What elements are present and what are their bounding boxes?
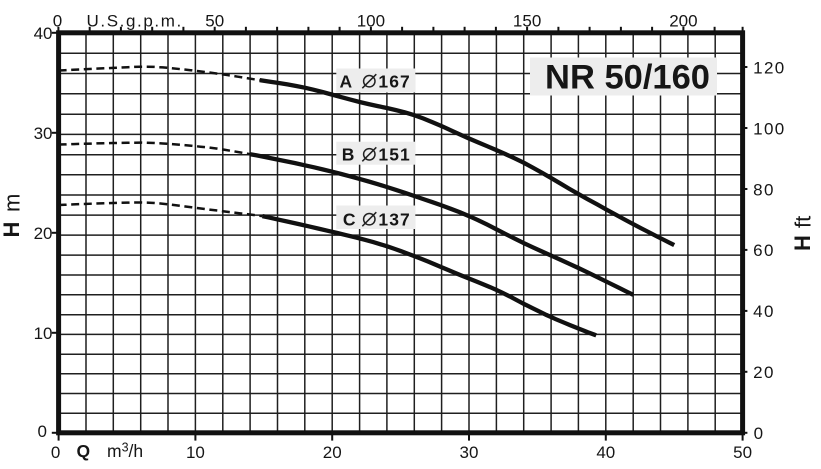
svg-text:40: 40 bbox=[34, 24, 53, 43]
svg-text:A: A bbox=[340, 71, 353, 91]
svg-text:NR 50/160: NR 50/160 bbox=[545, 59, 710, 97]
svg-text:m: m bbox=[0, 194, 25, 212]
svg-text:100: 100 bbox=[753, 119, 786, 138]
svg-text:B: B bbox=[342, 145, 355, 165]
svg-text:30: 30 bbox=[460, 443, 479, 462]
svg-text:C: C bbox=[343, 210, 356, 230]
svg-text:H: H bbox=[0, 222, 24, 238]
svg-text:U.S.g.p.m.: U.S.g.p.m. bbox=[87, 12, 183, 31]
svg-text:20: 20 bbox=[34, 224, 53, 243]
svg-text:60: 60 bbox=[753, 241, 775, 260]
svg-text:200: 200 bbox=[669, 12, 697, 31]
svg-text:0: 0 bbox=[53, 12, 62, 31]
svg-text:20: 20 bbox=[323, 443, 342, 462]
svg-text:151: 151 bbox=[378, 145, 411, 165]
svg-text:40: 40 bbox=[596, 443, 615, 462]
svg-text:H: H bbox=[790, 235, 815, 251]
svg-text:ft: ft bbox=[791, 216, 816, 228]
svg-text:50: 50 bbox=[733, 443, 752, 462]
svg-text:m3/h: m3/h bbox=[107, 441, 143, 462]
svg-text:Q: Q bbox=[77, 441, 91, 461]
svg-text:167: 167 bbox=[378, 71, 411, 91]
svg-text:0: 0 bbox=[51, 443, 60, 462]
svg-text:40: 40 bbox=[753, 302, 775, 321]
svg-text:10: 10 bbox=[186, 443, 205, 462]
svg-text:150: 150 bbox=[513, 12, 541, 31]
svg-text:120: 120 bbox=[753, 58, 786, 77]
svg-text:50: 50 bbox=[205, 12, 224, 31]
svg-text:0: 0 bbox=[38, 422, 47, 441]
svg-text:0: 0 bbox=[754, 424, 763, 443]
svg-text:137: 137 bbox=[378, 210, 411, 230]
svg-text:30: 30 bbox=[34, 124, 53, 143]
svg-text:80: 80 bbox=[753, 180, 775, 199]
svg-text:100: 100 bbox=[357, 12, 385, 31]
svg-text:20: 20 bbox=[753, 363, 775, 382]
svg-text:10: 10 bbox=[34, 324, 53, 343]
